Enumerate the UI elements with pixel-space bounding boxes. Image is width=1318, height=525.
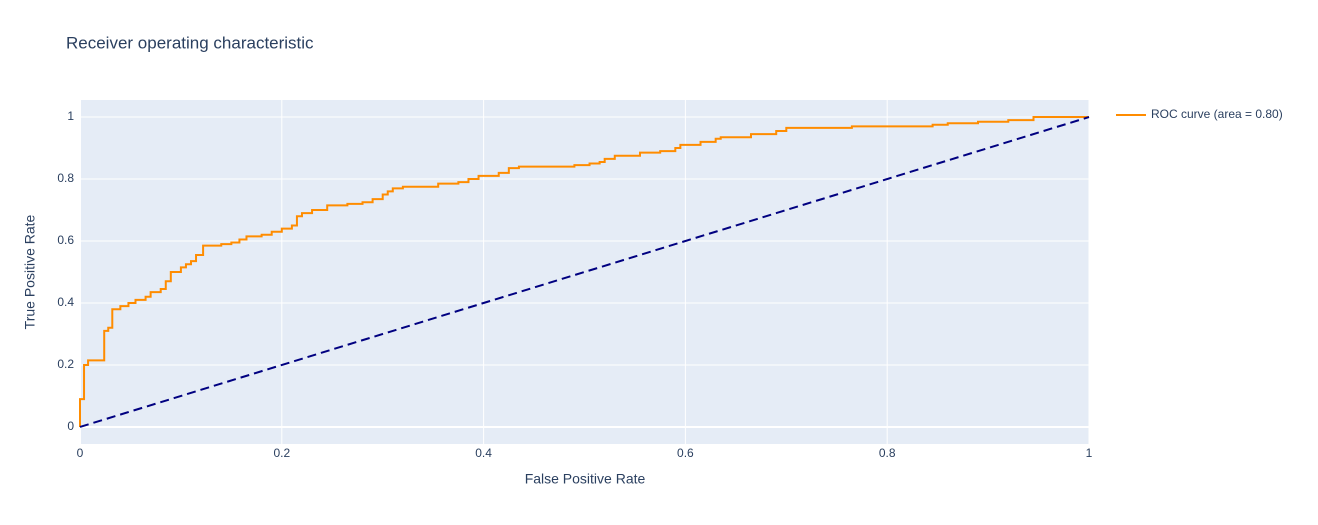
x-tick-label: 0.4 — [475, 446, 492, 460]
x-tick-label: 0.6 — [677, 446, 694, 460]
y-tick-label: 0.8 — [57, 171, 74, 185]
chart-title: Receiver operating characteristic — [66, 33, 314, 52]
y-axis-title: True Positive Rate — [22, 214, 38, 329]
y-tick-label: 0.2 — [57, 357, 74, 371]
x-tick-label: 0 — [77, 446, 84, 460]
line-series — [79, 116, 1090, 428]
x-tick-label: 1 — [1086, 446, 1093, 460]
legend-label: ROC curve (area = 0.80) — [1151, 107, 1283, 121]
x-tick-label: 0.8 — [879, 446, 896, 460]
x-tick-label: 0.2 — [273, 446, 290, 460]
y-tick-label: 0.6 — [57, 233, 74, 247]
y-tick-label: 0 — [67, 419, 74, 433]
y-tick-label: 0.4 — [57, 295, 74, 309]
x-axis-title: False Positive Rate — [525, 471, 646, 487]
line-series — [79, 116, 1089, 427]
y-tick-label: 1 — [67, 109, 74, 123]
plot-area — [80, 100, 1089, 444]
